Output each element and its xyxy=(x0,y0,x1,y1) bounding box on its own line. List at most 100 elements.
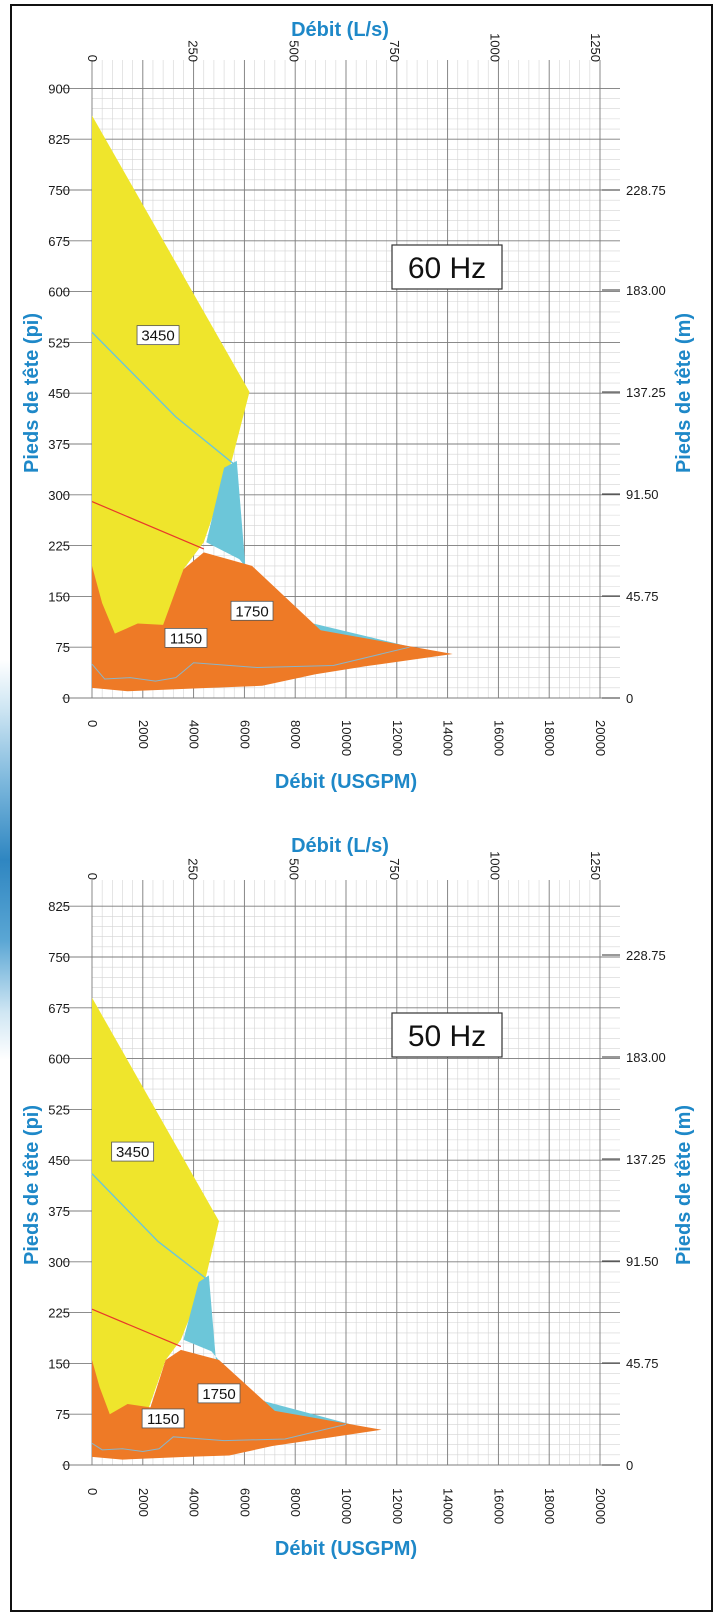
y-tick-label: 375 xyxy=(48,437,70,452)
x-tick-label: 2000 xyxy=(136,1488,151,1517)
y-tick-label: 225 xyxy=(48,1306,70,1321)
x-tick-label: 12000 xyxy=(390,720,405,756)
right-axis-title: Pieds de tête (m) xyxy=(673,313,695,473)
y-tick-label: 375 xyxy=(48,1204,70,1219)
speed-area-1150 xyxy=(92,1349,382,1460)
y-right-tick-label: 137.25 xyxy=(626,1152,666,1167)
x-tick-label: 16000 xyxy=(491,1488,506,1524)
speed-label-box xyxy=(141,1408,185,1429)
speed-label-1150: 1150 xyxy=(147,1411,179,1428)
chart-2: 3450 1750 1150 50 Hz 0 75 150 225 300 375 450 525 60… xyxy=(21,835,695,1560)
x-top-tick-label: 1000 xyxy=(488,33,503,62)
x-top-tick-label: 1250 xyxy=(588,851,603,880)
y-right-tick-label: 228.75 xyxy=(626,183,666,198)
frequency-box xyxy=(391,1012,503,1058)
speed-area-3450 xyxy=(92,997,219,1421)
y-tick-label: 150 xyxy=(48,1356,70,1371)
speed-label-box xyxy=(136,325,180,346)
left-axis-title: Pieds de tête (pi) xyxy=(21,1105,43,1265)
efficiency-line xyxy=(91,1173,207,1280)
speed-label-1150: 1150 xyxy=(170,630,202,647)
frequency-label: 60 Hz xyxy=(408,252,486,285)
x-tick-label: 6000 xyxy=(237,1488,252,1517)
y-right-tick-label: 91.50 xyxy=(626,1254,659,1269)
x-top-tick-label: 500 xyxy=(286,40,301,62)
y-tick-label: 600 xyxy=(48,1052,70,1067)
bottom-axis-title: Débit (USGPM) xyxy=(275,1538,417,1560)
x-tick-label: 16000 xyxy=(491,720,506,756)
speed-label-1750: 1750 xyxy=(235,603,268,620)
x-tick-label: 18000 xyxy=(542,720,557,756)
x-tick-label: 20000 xyxy=(593,1488,608,1524)
frequency-box xyxy=(391,244,503,290)
speed-label-box xyxy=(197,1383,241,1404)
y-tick-label: 450 xyxy=(48,386,70,401)
y-tick-label: 0 xyxy=(63,1458,70,1473)
y-tick-label: 225 xyxy=(48,539,70,554)
x-top-tick-label: 1250 xyxy=(588,33,603,62)
y-tick-label: 825 xyxy=(48,132,70,147)
y-tick-label: 675 xyxy=(48,1001,70,1016)
y-tick-label: 750 xyxy=(48,183,70,198)
speed-label-1750: 1750 xyxy=(202,1386,235,1403)
x-tick-label: 10000 xyxy=(339,720,354,756)
y-tick-label: 900 xyxy=(48,81,70,96)
speed-area-1150 xyxy=(92,552,453,692)
frequency-label: 50 Hz xyxy=(408,1020,486,1053)
y-tick-label: 150 xyxy=(48,589,70,604)
y-tick-label: 825 xyxy=(48,899,70,914)
y-right-tick-label: 183.00 xyxy=(626,1050,666,1065)
x-tick-label: 10000 xyxy=(339,1488,354,1524)
y-tick-label: 450 xyxy=(48,1153,70,1168)
x-tick-label: 12000 xyxy=(390,1488,405,1524)
y-right-tick-label: 91.50 xyxy=(626,487,659,502)
y-tick-label: 600 xyxy=(48,285,70,300)
speed-label-3450: 3450 xyxy=(116,1144,149,1161)
x-tick-label: 4000 xyxy=(187,1488,202,1517)
x-tick-label: 8000 xyxy=(288,1488,303,1517)
x-top-tick-label: 1000 xyxy=(488,851,503,880)
speed-label-box xyxy=(164,627,208,648)
x-tick-label: 18000 xyxy=(542,1488,557,1524)
y-right-tick-label: 183.00 xyxy=(626,283,666,298)
left-axis-title: Pieds de tête (pi) xyxy=(21,313,43,473)
x-top-tick-label: 250 xyxy=(186,40,201,62)
x-tick-label: 20000 xyxy=(593,720,608,756)
y-tick-label: 300 xyxy=(48,1255,70,1270)
bottom-axis-title: Débit (USGPM) xyxy=(275,771,417,793)
speed-label-box xyxy=(230,600,274,621)
x-top-tick-label: 250 xyxy=(186,858,201,880)
y-right-tick-label: 45.75 xyxy=(626,589,659,604)
y-tick-label: 525 xyxy=(48,335,70,350)
x-tick-label: 8000 xyxy=(288,720,303,749)
y-right-tick-label: 137.25 xyxy=(626,385,666,400)
limit-line xyxy=(91,501,204,550)
speed-label-3450: 3450 xyxy=(141,328,174,345)
x-top-tick-label: 0 xyxy=(85,873,100,880)
pump-curve-line xyxy=(91,646,410,682)
efficiency-line xyxy=(91,331,235,465)
y-tick-label: 750 xyxy=(48,950,70,965)
y-right-tick-label: 0 xyxy=(626,1458,633,1473)
y-tick-label: 675 xyxy=(48,234,70,249)
chart-1: 3450 1750 1150 60 Hz 0 75 150 225 300 375 450 525 60… xyxy=(21,19,695,793)
x-tick-label: 2000 xyxy=(136,720,151,749)
x-top-tick-label: 0 xyxy=(85,55,100,62)
x-tick-label: 14000 xyxy=(441,720,456,756)
top-axis-title: Débit (L/s) xyxy=(291,835,389,857)
x-tick-label: 14000 xyxy=(441,1488,456,1524)
speed-area-3450 xyxy=(92,115,250,648)
y-right-tick-label: 228.75 xyxy=(626,948,666,963)
x-top-tick-label: 750 xyxy=(387,858,402,880)
x-tick-label: 6000 xyxy=(237,720,252,749)
x-top-tick-label: 750 xyxy=(387,40,402,62)
y-right-tick-label: 0 xyxy=(626,691,633,706)
y-tick-label: 75 xyxy=(56,640,70,655)
limit-line xyxy=(91,1308,182,1348)
x-tick-label: 4000 xyxy=(187,720,202,749)
top-axis-title: Débit (L/s) xyxy=(291,19,389,41)
x-tick-label: 0 xyxy=(85,1488,100,1495)
y-tick-label: 525 xyxy=(48,1102,70,1117)
y-right-tick-label: 45.75 xyxy=(626,1356,659,1371)
